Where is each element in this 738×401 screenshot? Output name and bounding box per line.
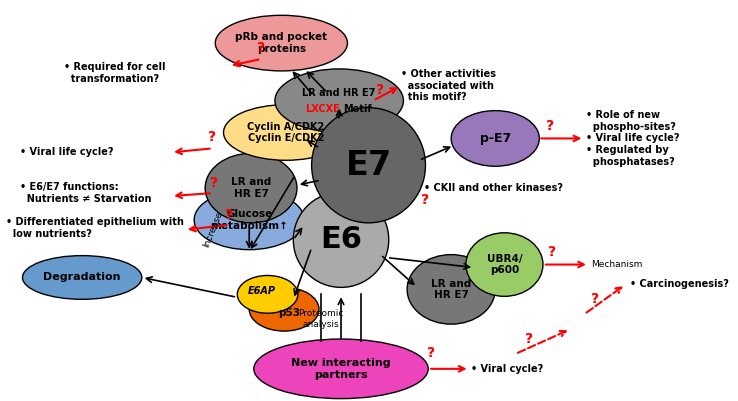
Text: ?: ? — [548, 245, 556, 259]
Text: • Role of new
  phospho-sites?
• Viral life cycle?
• Regulated by
  phosphatases: • Role of new phospho-sites? • Viral lif… — [586, 110, 680, 167]
Text: p-E7: p-E7 — [480, 132, 511, 145]
Text: E6AP: E6AP — [248, 286, 276, 296]
Ellipse shape — [451, 111, 539, 166]
Ellipse shape — [22, 255, 142, 299]
Text: ?: ? — [225, 208, 233, 222]
Text: E7: E7 — [345, 149, 392, 182]
Ellipse shape — [215, 15, 348, 71]
Text: ?: ? — [546, 119, 554, 132]
Text: • Differentiated epithelium with
  low nutrients?: • Differentiated epithelium with low nut… — [6, 217, 184, 239]
Text: p53: p53 — [277, 308, 300, 318]
Ellipse shape — [249, 288, 319, 331]
Text: Mechanism: Mechanism — [590, 260, 642, 269]
Text: ?: ? — [525, 332, 534, 346]
Text: E6: E6 — [320, 225, 362, 254]
Text: Glucose
metabolism↑: Glucose metabolism↑ — [210, 209, 288, 231]
Text: ?: ? — [376, 83, 384, 97]
Text: LR and HR E7: LR and HR E7 — [303, 88, 376, 98]
Ellipse shape — [194, 190, 304, 250]
Text: Proteomic
analysis: Proteomic analysis — [298, 310, 343, 329]
Text: • Other activities
  associated with
  this motif?: • Other activities associated with this … — [401, 69, 496, 102]
Text: • CKII and other kinases?: • CKII and other kinases? — [424, 183, 562, 193]
Text: • Carcinogenesis?: • Carcinogenesis? — [630, 279, 729, 290]
Text: Motif: Motif — [343, 103, 372, 113]
Ellipse shape — [238, 275, 298, 313]
Text: • Viral life cycle?: • Viral life cycle? — [20, 147, 113, 157]
Ellipse shape — [407, 255, 495, 324]
Text: pRb and pocket
proteins: pRb and pocket proteins — [235, 32, 328, 54]
Ellipse shape — [311, 107, 426, 223]
Text: • Required for cell
  transformation?: • Required for cell transformation? — [63, 62, 165, 84]
Text: ?: ? — [208, 130, 216, 144]
Ellipse shape — [224, 105, 348, 160]
Text: ?: ? — [591, 292, 599, 306]
Text: • E6/E7 functions:
  Nutrients ≠ Starvation: • E6/E7 functions: Nutrients ≠ Starvatio… — [20, 182, 151, 204]
Ellipse shape — [205, 153, 297, 223]
Text: LR and
HR E7: LR and HR E7 — [231, 177, 271, 199]
Ellipse shape — [293, 192, 389, 288]
Text: New interacting
partners: New interacting partners — [292, 358, 391, 380]
Text: • Viral cycle?: • Viral cycle? — [472, 364, 544, 374]
Text: ?: ? — [427, 346, 435, 360]
Text: Degradation: Degradation — [44, 272, 121, 282]
Text: ?: ? — [421, 193, 430, 207]
Text: ?: ? — [210, 176, 218, 190]
Text: UBR4/
p600: UBR4/ p600 — [486, 254, 523, 275]
Text: Increase: Increase — [201, 211, 224, 249]
Text: LR and
HR E7: LR and HR E7 — [431, 279, 472, 300]
Ellipse shape — [254, 339, 428, 399]
Text: ?: ? — [257, 41, 265, 55]
Ellipse shape — [275, 69, 404, 132]
Ellipse shape — [466, 233, 543, 296]
Text: LXCXE: LXCXE — [306, 103, 340, 113]
Text: Cyclin A/CDK2
Cyclin E/CDK2: Cyclin A/CDK2 Cyclin E/CDK2 — [247, 122, 325, 143]
